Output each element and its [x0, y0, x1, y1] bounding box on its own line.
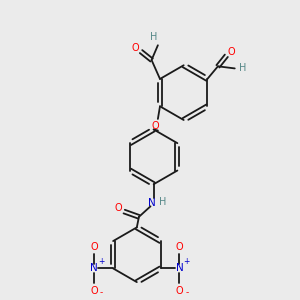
Text: O: O [90, 286, 98, 296]
Text: +: + [184, 256, 190, 266]
Text: O: O [176, 242, 183, 252]
Text: H: H [160, 197, 167, 207]
Text: O: O [114, 203, 122, 213]
Text: -: - [100, 288, 103, 297]
Text: +: + [98, 256, 105, 266]
Text: N: N [176, 263, 183, 273]
Text: -: - [185, 288, 188, 297]
Text: H: H [150, 32, 158, 42]
Text: H: H [239, 63, 247, 74]
Text: O: O [132, 44, 140, 53]
Text: N: N [90, 263, 98, 273]
Text: N: N [148, 198, 155, 208]
Text: O: O [152, 121, 160, 131]
Text: O: O [176, 286, 183, 296]
Text: O: O [90, 242, 98, 252]
Text: O: O [228, 46, 236, 57]
